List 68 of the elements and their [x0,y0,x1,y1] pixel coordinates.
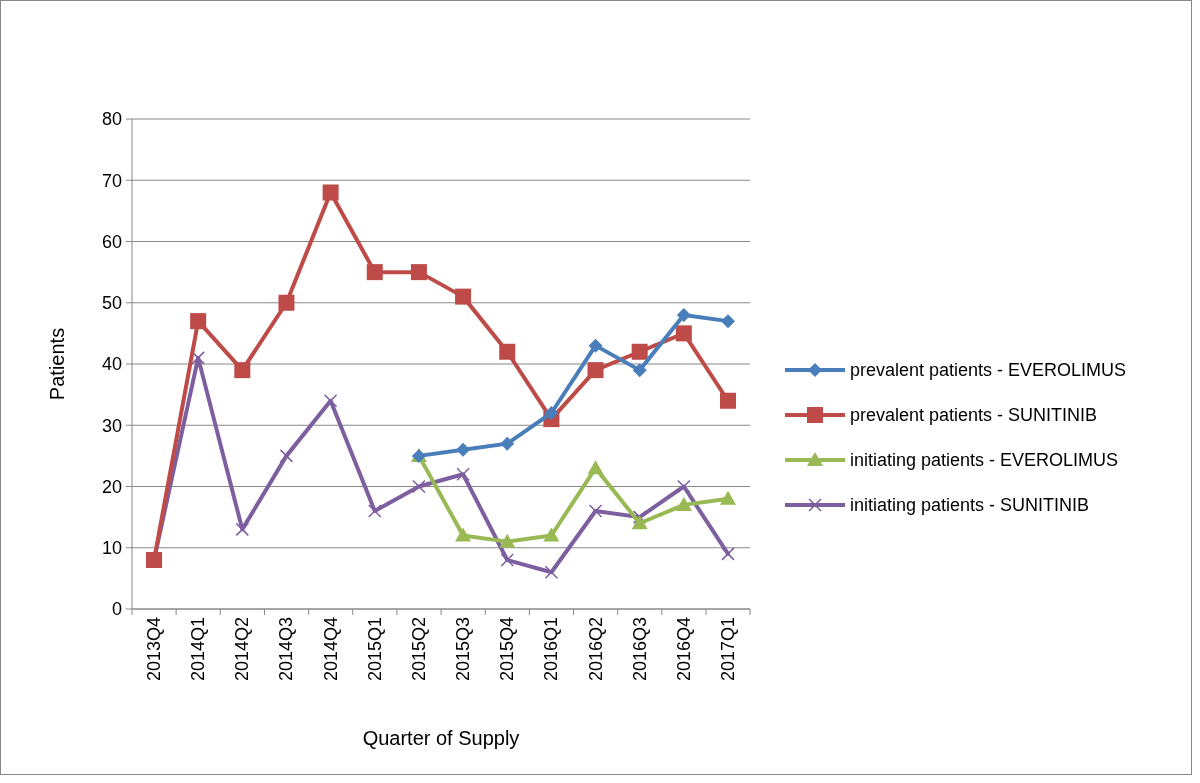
point [366,264,383,281]
point [500,436,515,451]
x-tick-label: 2016Q2 [585,617,606,682]
point [631,343,648,360]
y-tick-label: 70 [101,170,122,191]
legend-label: prevalent patients - EVEROLIMUS [850,360,1127,381]
point [721,314,735,329]
x-tick-label: 2014Q1 [188,617,209,682]
x-tick-label: 2015Q3 [453,617,474,682]
y-tick-label: 30 [101,415,122,436]
point [588,338,603,353]
x-axis-title: Quarter of Supply [362,727,520,749]
point [322,184,339,201]
point [543,527,560,542]
y-tick-label: 80 [101,109,122,130]
x-tick-label: 2014Q2 [232,617,253,682]
point [720,490,736,505]
x-tick-label: 2015Q1 [364,617,385,682]
point [456,467,470,481]
point [677,479,691,494]
point [323,394,338,408]
x-tick-label: 2015Q4 [497,617,518,682]
y-tick-label: 50 [101,293,122,314]
point [499,533,516,548]
point [720,392,736,409]
point [587,460,604,475]
point [456,442,471,457]
point [279,449,294,463]
y-tick-label: 10 [101,538,122,559]
x-tick-label: 2017Q1 [718,617,738,682]
point [675,496,692,511]
x-tick-label: 2014Q3 [276,617,297,682]
point [455,527,472,542]
point [368,504,382,518]
point [234,362,251,379]
x-tick-label: 2014Q4 [320,617,341,682]
legend-label: prevalent patients - SUNITINIB [850,405,1098,426]
legend-label: initiating patients - SUNITINIB [850,495,1090,516]
point [632,510,647,524]
point [278,294,295,311]
x-tick-label: 2013Q4 [144,617,164,682]
x-tick-label: 2016Q1 [541,617,562,682]
point [190,313,207,330]
point [675,325,692,342]
point [191,351,205,365]
point [676,308,691,322]
point [410,264,427,281]
y-tick-label: 0 [111,599,122,620]
point [412,479,426,494]
point [500,553,514,567]
x-tick-label: 2016Q4 [673,617,694,682]
point [632,363,647,378]
point [587,362,604,379]
point [588,504,603,518]
point [721,547,735,561]
y-tick-label: 20 [101,476,122,497]
x-tick-label: 2016Q3 [629,617,650,682]
point [235,522,250,537]
y-tick-label: 40 [101,354,122,375]
point [544,406,559,420]
point [631,515,648,530]
point [499,343,516,360]
x-tick-label: 2015Q2 [408,617,429,682]
point [455,288,472,305]
legend-label: initiating patients - EVEROLIMUS [850,450,1119,471]
point [544,565,559,579]
y-tick-label: 60 [101,231,122,252]
y-axis-title: Patients [46,327,68,401]
